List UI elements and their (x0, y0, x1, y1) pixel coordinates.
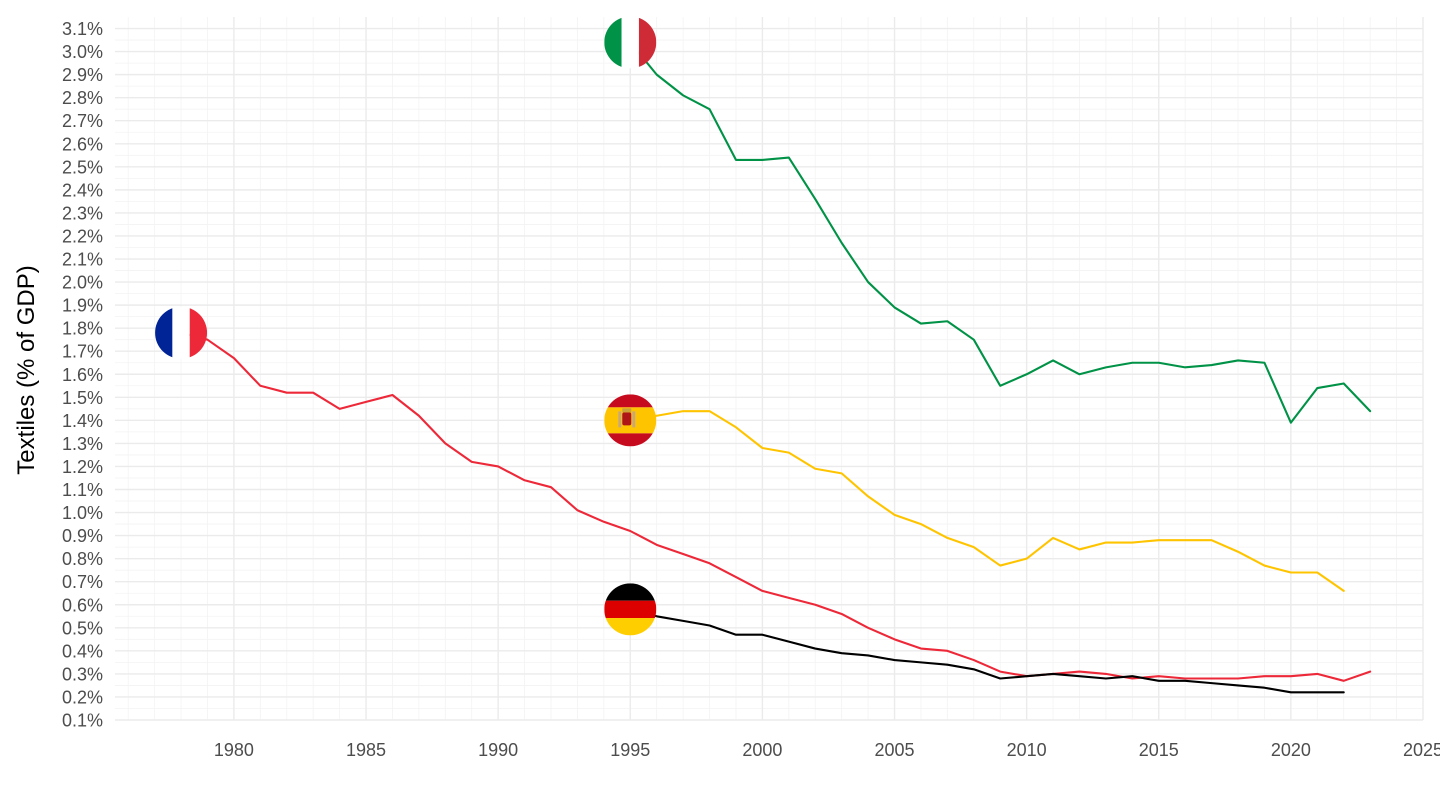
x-tick-label: 2005 (874, 740, 914, 760)
series-line-spain (629, 410, 1345, 592)
y-tick-label: 1.8% (62, 319, 103, 339)
x-tick-label: 1980 (214, 740, 254, 760)
x-tick-label: 2000 (742, 740, 782, 760)
y-tick-label: 2.2% (62, 226, 103, 246)
x-tick-label: 2015 (1139, 740, 1179, 760)
y-tick-label: 2.6% (62, 134, 103, 154)
y-axis-tick-labels: 0.1% 0.2% 0.3% 0.4% 0.5% 0.6% 0.7% 0.8% 0.9% 1.0%… (62, 19, 103, 730)
y-tick-label: 3.0% (62, 42, 103, 62)
y-tick-label: 0.6% (62, 595, 103, 615)
y-tick-label: 2.1% (62, 250, 103, 270)
y-tick-label: 2.5% (62, 157, 103, 177)
series-lines (180, 41, 1372, 694)
y-tick-label: 2.9% (62, 65, 103, 85)
x-tick-label: 1995 (610, 740, 650, 760)
spain-flag-icon (604, 394, 657, 447)
y-tick-label: 1.4% (62, 411, 103, 431)
y-tick-label: 2.0% (62, 273, 103, 293)
y-tick-label: 0.9% (62, 526, 103, 546)
y-tick-label: 1.7% (62, 342, 103, 362)
y-tick-label: 0.1% (62, 711, 103, 731)
y-tick-label: 0.4% (62, 641, 103, 661)
y-axis-title: Textiles (% of GDP) (13, 265, 40, 474)
y-tick-label: 1.2% (62, 457, 103, 477)
y-tick-label: 2.3% (62, 203, 103, 223)
y-tick-label: 1.3% (62, 434, 103, 454)
y-tick-label: 0.3% (62, 664, 103, 684)
y-tick-label: 2.4% (62, 180, 103, 200)
x-tick-label: 2025 (1403, 740, 1440, 760)
series-line-france (180, 331, 1372, 682)
y-tick-label: 2.8% (62, 88, 103, 108)
y-tick-label: 1.5% (62, 388, 103, 408)
x-tick-label: 1990 (478, 740, 518, 760)
y-tick-label: 2.7% (62, 111, 103, 131)
y-tick-label: 1.6% (62, 365, 103, 385)
y-tick-label: 0.5% (62, 618, 103, 638)
minor-gridlines (115, 17, 1423, 720)
italy-flag-icon (604, 16, 657, 69)
y-tick-label: 1.9% (62, 296, 103, 316)
y-tick-label: 1.1% (62, 480, 103, 500)
y-tick-label: 1.0% (62, 503, 103, 523)
x-tick-label: 2020 (1271, 740, 1311, 760)
x-tick-label: 1985 (346, 740, 386, 760)
x-tick-label: 2010 (1007, 740, 1047, 760)
x-axis-tick-labels: 1980 1985 1990 1995 2000 2005 2010 2015 2020 2025 (214, 740, 1440, 760)
series-line-germany (629, 608, 1345, 694)
y-tick-label: 3.1% (62, 19, 103, 39)
major-gridlines (115, 17, 1424, 721)
y-tick-label: 0.2% (62, 687, 103, 707)
germany-flag-icon (604, 583, 657, 636)
france-flag-icon (155, 306, 208, 359)
y-tick-label: 0.7% (62, 572, 103, 592)
series-line-italy (629, 41, 1372, 424)
y-tick-label: 0.8% (62, 549, 103, 569)
